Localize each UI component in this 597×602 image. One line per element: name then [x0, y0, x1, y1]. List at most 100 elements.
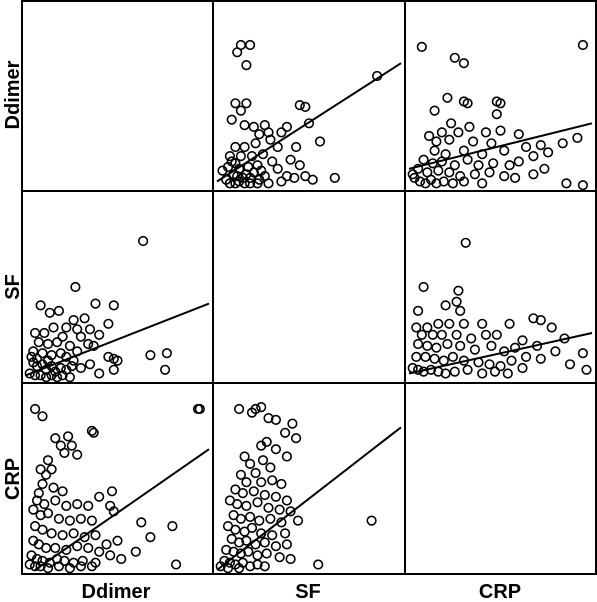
panel-sf-vs-crp: [407, 237, 593, 379]
data-point: [535, 353, 546, 364]
data-point: [48, 482, 59, 493]
x-label-sf: SF: [295, 581, 321, 602]
data-point: [103, 351, 114, 363]
data-point: [270, 491, 282, 502]
data-point: [263, 127, 274, 138]
data-point: [462, 98, 473, 109]
data-point: [287, 418, 298, 429]
data-point: [66, 361, 77, 372]
data-point: [270, 444, 282, 455]
data-point: [542, 147, 554, 158]
data-point: [64, 340, 75, 352]
data-point: [572, 132, 583, 143]
data-point: [455, 340, 466, 352]
data-point: [243, 161, 254, 173]
data-point: [250, 138, 261, 149]
data-point: [263, 502, 274, 513]
data-point: [259, 489, 270, 501]
data-point: [504, 318, 515, 329]
data-point: [265, 134, 276, 145]
data-point: [252, 559, 263, 570]
data-point: [414, 176, 426, 187]
panel-sf-vs-ddimer: [24, 235, 210, 383]
data-point: [495, 98, 506, 109]
data-point: [239, 119, 250, 131]
data-point: [460, 237, 471, 248]
data-point: [37, 478, 48, 490]
data-point: [486, 340, 497, 352]
data-point: [281, 121, 293, 132]
data-point: [513, 156, 524, 167]
data-point: [215, 561, 226, 572]
data-point: [39, 499, 50, 510]
data-point: [535, 315, 546, 326]
data-point: [267, 156, 278, 167]
data-point: [90, 530, 101, 541]
data-point: [499, 171, 510, 182]
data-point: [440, 368, 451, 379]
data-point: [314, 136, 326, 147]
data-point: [407, 169, 418, 180]
data-point: [329, 172, 340, 183]
data-point: [468, 136, 479, 147]
data-point: [61, 500, 72, 512]
data-point: [453, 127, 464, 138]
data-point: [418, 281, 429, 293]
data-point: [261, 548, 272, 559]
data-point: [64, 372, 75, 383]
data-point: [230, 98, 241, 109]
data-point: [281, 539, 293, 550]
fit-line: [408, 122, 593, 170]
data-point: [424, 130, 435, 142]
data-point: [86, 515, 97, 526]
data-point: [477, 178, 488, 189]
data-point: [50, 542, 61, 554]
data-point: [68, 528, 79, 539]
data-point: [469, 344, 481, 355]
data-point: [59, 447, 70, 459]
data-point: [66, 440, 77, 451]
data-point: [263, 178, 274, 189]
data-point: [281, 495, 293, 506]
data-point: [447, 351, 459, 363]
data-point: [462, 364, 473, 375]
data-point: [136, 517, 147, 528]
data-point: [285, 506, 296, 517]
panel-ddimer-vs-sf: [216, 39, 402, 189]
data-point: [46, 528, 57, 539]
frames-layer: [21, 0, 597, 575]
data-point: [112, 355, 123, 366]
data-point: [469, 169, 481, 180]
data-point: [39, 327, 50, 339]
data-point: [431, 136, 442, 147]
data-point: [245, 561, 256, 572]
data-point: [294, 99, 305, 111]
data-point: [42, 563, 54, 574]
data-point: [234, 563, 245, 574]
data-point: [449, 160, 460, 171]
fit-line: [216, 426, 402, 571]
data-point: [455, 305, 466, 317]
data-point: [232, 47, 243, 58]
data-point: [453, 285, 464, 296]
data-point: [57, 486, 68, 497]
data-point: [28, 504, 39, 515]
data-point: [108, 364, 119, 375]
data-point: [64, 563, 75, 574]
data-point: [257, 455, 269, 466]
data-point: [57, 370, 68, 381]
data-point: [440, 300, 451, 311]
data-point: [413, 305, 424, 317]
data-point: [235, 151, 246, 162]
data-point: [37, 411, 48, 422]
data-point: [234, 176, 245, 187]
data-point: [289, 172, 300, 183]
data-point: [539, 163, 550, 174]
x-label-crp: CRP: [479, 581, 521, 602]
data-point: [442, 338, 453, 350]
data-point: [280, 427, 291, 438]
data-point: [486, 138, 497, 149]
data-point: [24, 368, 35, 379]
data-point: [145, 531, 156, 543]
